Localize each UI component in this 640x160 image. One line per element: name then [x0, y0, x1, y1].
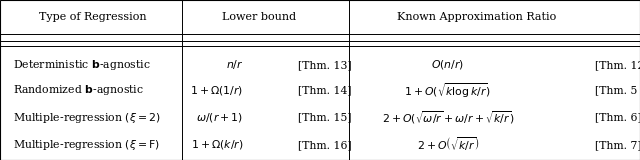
- Text: $O(n/r)$: $O(n/r)$: [431, 58, 465, 71]
- Text: $2+O\left(\sqrt{k/r}\right)$: $2+O\left(\sqrt{k/r}\right)$: [417, 136, 479, 153]
- Text: [Thm. 13]: [Thm. 13]: [298, 60, 351, 70]
- Text: Known Approximation Ratio: Known Approximation Ratio: [397, 12, 556, 22]
- Text: [Thm. 16]: [Thm. 16]: [298, 140, 351, 150]
- Text: Multiple-regression $(\xi=\mathrm{F})$: Multiple-regression $(\xi=\mathrm{F})$: [13, 138, 160, 152]
- Text: [Thm. 6]: [Thm. 6]: [595, 113, 640, 123]
- Text: Multiple-regression $(\xi=2)$: Multiple-regression $(\xi=2)$: [13, 111, 161, 125]
- Text: [Thm. 5 in [10]]: [Thm. 5 in [10]]: [595, 85, 640, 95]
- Text: $1+\Omega(1/r)$: $1+\Omega(1/r)$: [190, 84, 243, 97]
- Text: Lower bound: Lower bound: [222, 12, 296, 22]
- Text: $n/r$: $n/r$: [226, 58, 243, 71]
- Text: $2+O(\sqrt{\omega/r}+\omega/r+\sqrt{k/r})$: $2+O(\sqrt{\omega/r}+\omega/r+\sqrt{k/r}…: [382, 109, 514, 126]
- Text: [Thm. 12]: [Thm. 12]: [595, 60, 640, 70]
- Text: $1+\Omega(k/r)$: $1+\Omega(k/r)$: [191, 138, 243, 151]
- Text: $\omega/(r+1)$: $\omega/(r+1)$: [196, 111, 243, 124]
- Text: [Thm. 7]: [Thm. 7]: [595, 140, 640, 150]
- Text: Randomized $\mathbf{b}$-agnostic: Randomized $\mathbf{b}$-agnostic: [13, 83, 144, 97]
- Text: Type of Regression: Type of Regression: [39, 12, 147, 22]
- Text: $1+O(\sqrt{k\log k/r})$: $1+O(\sqrt{k\log k/r})$: [404, 81, 492, 100]
- Text: [Thm. 15]: [Thm. 15]: [298, 113, 351, 123]
- Text: Deterministic $\mathbf{b}$-agnostic: Deterministic $\mathbf{b}$-agnostic: [13, 58, 150, 72]
- Text: [Thm. 14]: [Thm. 14]: [298, 85, 351, 95]
